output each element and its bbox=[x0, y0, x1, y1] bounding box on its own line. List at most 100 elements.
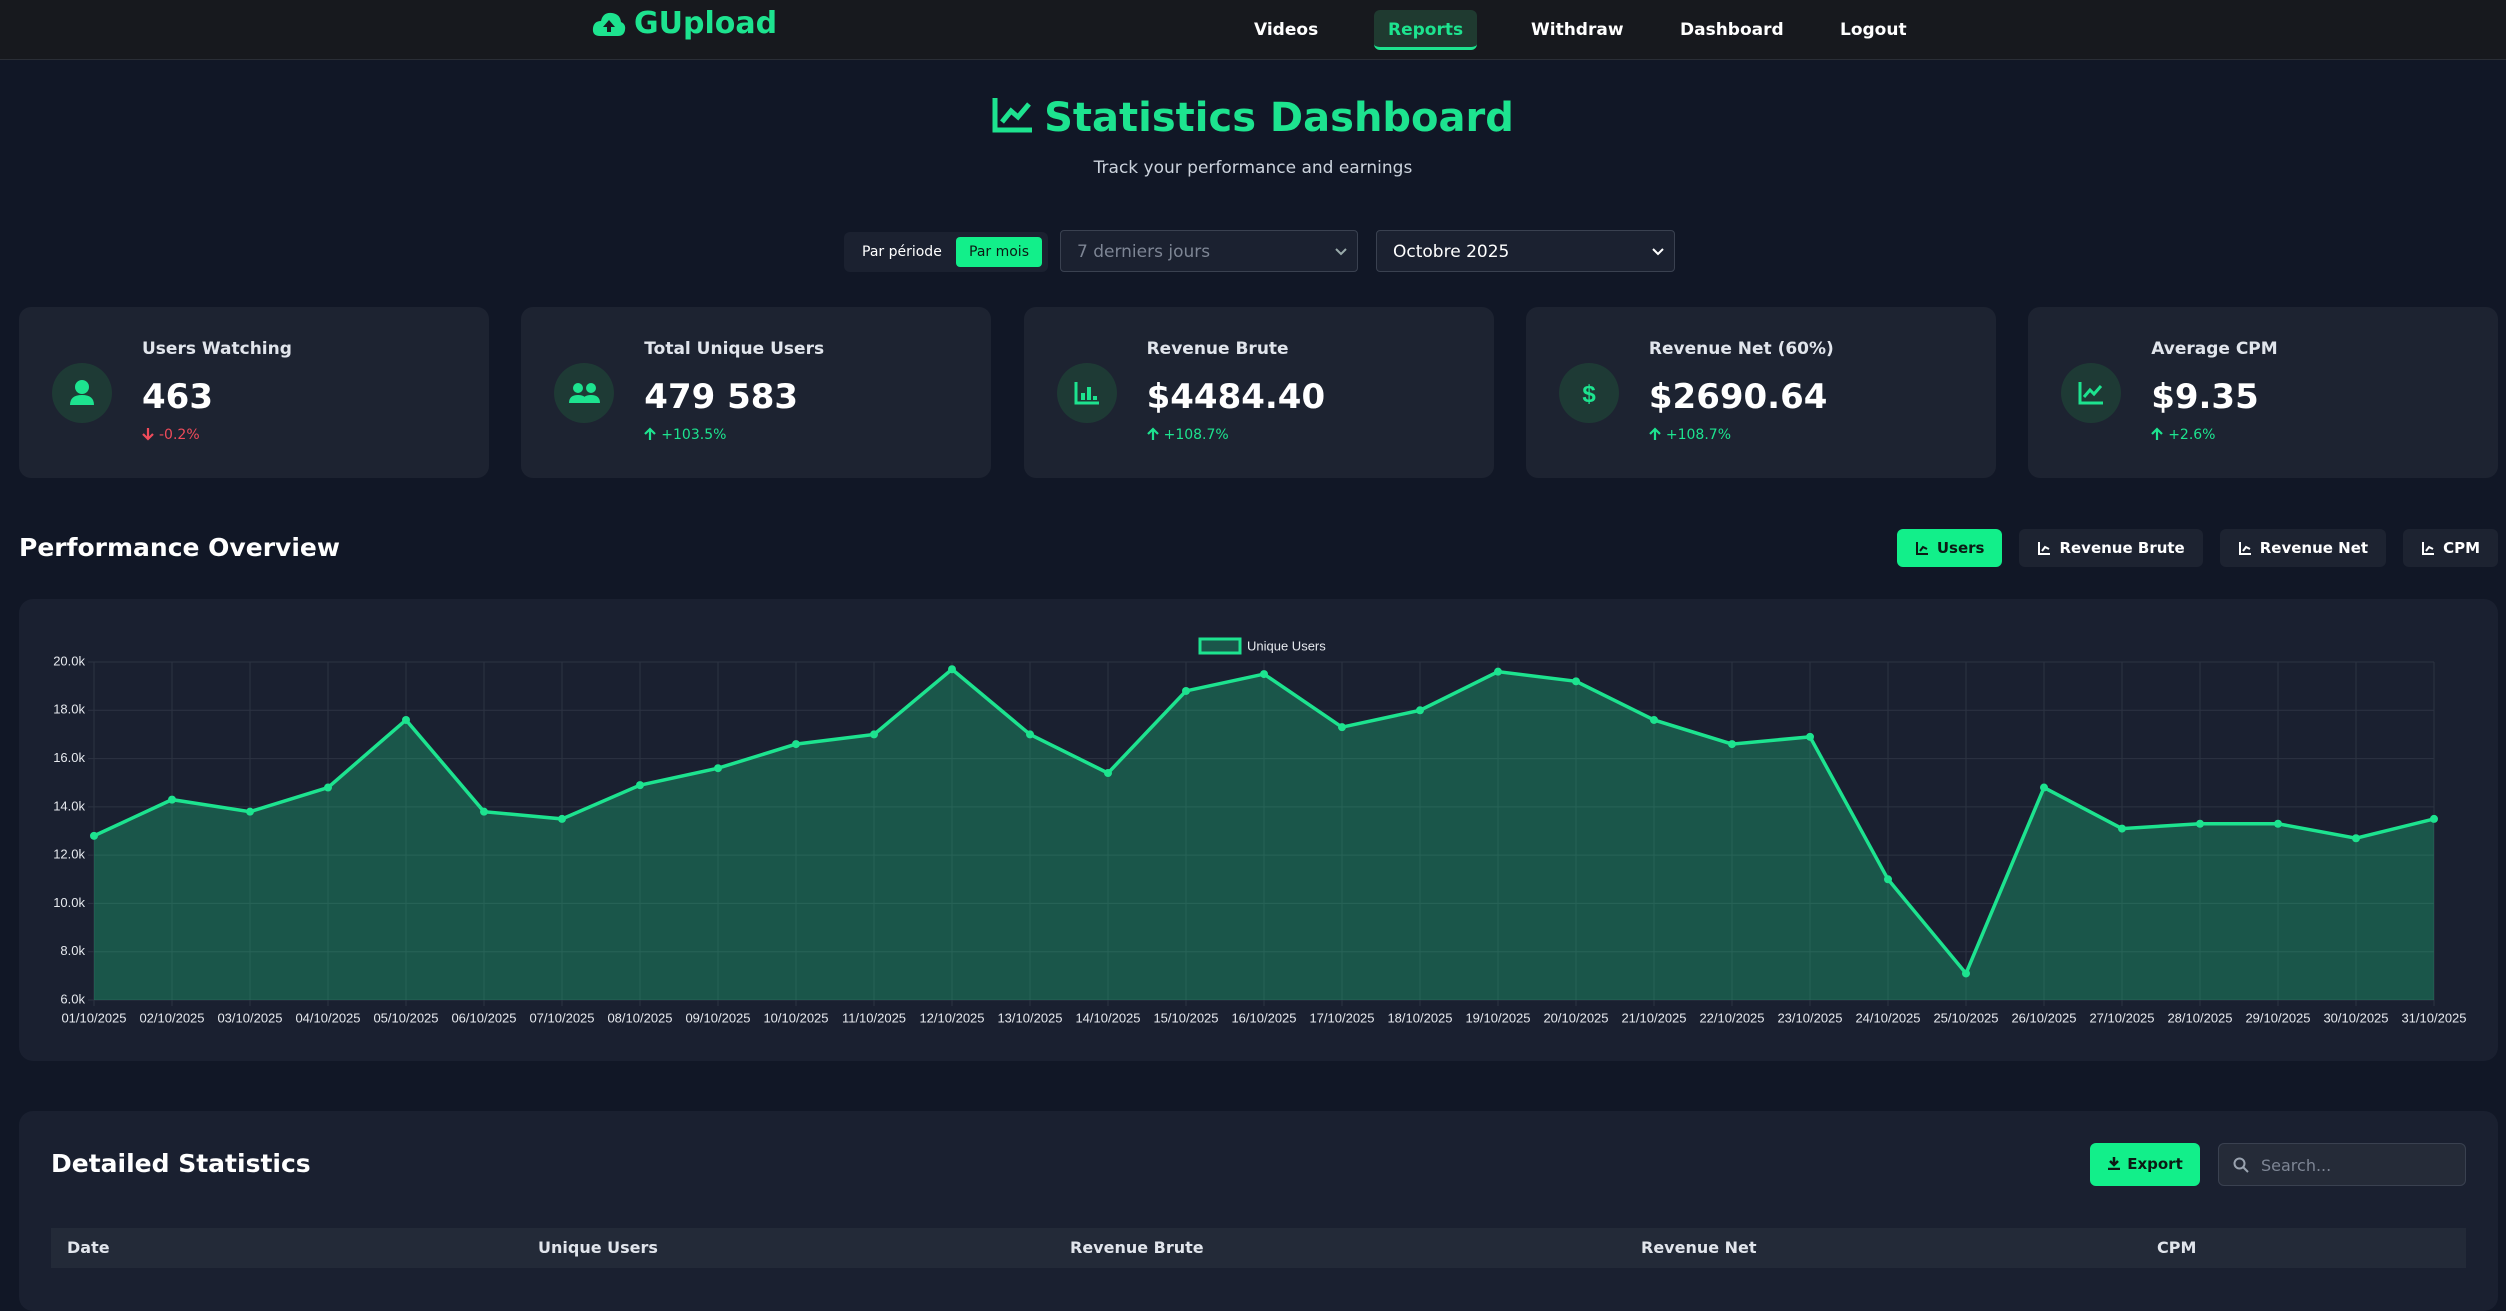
x-tick-label: 11/10/2025 bbox=[842, 1010, 906, 1025]
x-tick-label: 23/10/2025 bbox=[1777, 1010, 1842, 1025]
nav-link[interactable]: Logout bbox=[1840, 20, 1907, 40]
card-value: 463 bbox=[142, 377, 213, 417]
x-tick-label: 29/10/2025 bbox=[2245, 1010, 2310, 1025]
point bbox=[480, 807, 488, 816]
point bbox=[2274, 819, 2282, 828]
search-icon bbox=[2233, 1157, 2249, 1173]
card-label: Revenue Net (60%) bbox=[1648, 339, 1834, 359]
title-icon bbox=[992, 98, 1033, 133]
point bbox=[870, 730, 878, 739]
nav-link[interactable]: Withdraw bbox=[1531, 20, 1624, 40]
tab-text: Users bbox=[1936, 539, 1985, 557]
search-placeholder: Search... bbox=[2261, 1156, 2332, 1175]
nav-link[interactable]: Videos bbox=[1254, 20, 1319, 40]
point bbox=[1494, 667, 1502, 676]
x-tick-label: 12/10/2025 bbox=[919, 1010, 984, 1025]
card-value: $9.35 bbox=[2151, 377, 2259, 417]
x-tick-label: 10/10/2025 bbox=[763, 1010, 828, 1025]
select-text: Octobre 2025 bbox=[1393, 242, 1510, 262]
tab-icon bbox=[2038, 542, 2051, 555]
card-change: +103.5% bbox=[644, 427, 726, 443]
point bbox=[2196, 819, 2204, 828]
point bbox=[2118, 824, 2126, 833]
point bbox=[324, 783, 332, 792]
section-title: Detailed Statistics bbox=[51, 1149, 311, 1178]
point bbox=[1650, 715, 1658, 724]
svg-text:$: $ bbox=[1582, 381, 1596, 408]
y-tick-label: 10.0k bbox=[53, 895, 85, 910]
column-header: Revenue Net bbox=[1641, 1238, 1757, 1257]
point bbox=[1338, 723, 1346, 732]
x-tick-label: 30/10/2025 bbox=[2323, 1010, 2388, 1025]
metric-tab[interactable]: Users bbox=[1896, 529, 2003, 567]
nav-link[interactable]: Dashboard bbox=[1680, 20, 1784, 40]
trend-arrow bbox=[142, 428, 154, 441]
column-header: Unique Users bbox=[538, 1238, 658, 1257]
x-tick-label: 01/10/2025 bbox=[61, 1010, 126, 1025]
export-button[interactable]: Export bbox=[2090, 1143, 2200, 1186]
x-tick-label: 13/10/2025 bbox=[997, 1010, 1062, 1025]
mode-toggle: Par période Par mois bbox=[844, 232, 1048, 272]
range-select[interactable]: 7 derniers jours bbox=[1060, 230, 1358, 272]
point bbox=[402, 715, 410, 724]
x-tick-label: 05/10/2025 bbox=[373, 1010, 438, 1025]
tab-text: Revenue Net bbox=[2259, 539, 2369, 557]
icon-glyph: $ bbox=[1582, 381, 1596, 408]
details-panel bbox=[19, 1111, 2498, 1311]
card-change: +2.6% bbox=[2151, 427, 2216, 443]
nav-link[interactable]: Reports bbox=[1374, 10, 1478, 50]
y-tick-label: 16.0k bbox=[53, 750, 85, 765]
card-change: +108.7% bbox=[1146, 427, 1229, 443]
card-change: +108.7% bbox=[1649, 427, 1731, 443]
metric-tab[interactable]: Revenue Brute bbox=[2019, 529, 2203, 567]
card-label: Revenue Brute bbox=[1146, 339, 1289, 359]
x-tick-label: 19/10/2025 bbox=[1465, 1010, 1530, 1025]
x-tick-label: 27/10/2025 bbox=[2089, 1010, 2154, 1025]
mode-button[interactable]: Par mois bbox=[956, 237, 1042, 267]
page-title: Statistics Dashboard bbox=[0, 95, 2506, 141]
card-value: $4484.40 bbox=[1146, 377, 1326, 417]
trend-arrow bbox=[2151, 427, 2163, 440]
month-select[interactable]: Octobre 2025 bbox=[1376, 230, 1675, 272]
column-header: Revenue Brute bbox=[1070, 1238, 1204, 1257]
point bbox=[1572, 677, 1580, 686]
brand[interactable]: GUpload bbox=[592, 6, 777, 41]
logo-icon bbox=[592, 12, 626, 36]
mode-button[interactable]: Par période bbox=[862, 244, 942, 260]
point bbox=[714, 764, 722, 773]
y-tick-label: 14.0k bbox=[53, 798, 85, 813]
point bbox=[1104, 769, 1112, 778]
point bbox=[1026, 730, 1034, 739]
page: GUpload Videos Reports Withdraw Dashboard Lo… bbox=[0, 6, 2506, 1257]
x-tick-label: 22/10/2025 bbox=[1699, 1010, 1764, 1025]
point bbox=[558, 814, 566, 823]
export-text: Export bbox=[2127, 1155, 2183, 1173]
change-text: +2.6% bbox=[2168, 427, 2216, 443]
x-tick-label: 06/10/2025 bbox=[451, 1010, 516, 1025]
title-text: Statistics Dashboard bbox=[1044, 95, 1514, 141]
metric-tab[interactable]: CPM bbox=[2403, 529, 2498, 567]
chevron bbox=[1652, 248, 1664, 256]
chart-panel: 01/10/2025 02/10/2025 03/10/2025 04/10/2025… bbox=[19, 599, 2498, 1061]
change-text: -0.2% bbox=[159, 427, 200, 443]
change-text: +103.5% bbox=[661, 427, 727, 443]
chart: 01/10/2025 02/10/2025 03/10/2025 04/10/2025… bbox=[53, 637, 2467, 1025]
select-text: 7 derniers jours bbox=[1077, 242, 1211, 262]
column-header: CPM bbox=[2157, 1238, 2197, 1257]
point bbox=[636, 781, 644, 790]
card-icon bbox=[554, 363, 615, 423]
point bbox=[1728, 740, 1736, 749]
search-input[interactable]: Search... bbox=[2218, 1143, 2466, 1186]
y-tick-label: 6.0k bbox=[60, 991, 85, 1006]
card-icon bbox=[1056, 363, 1117, 423]
card-change: -0.2% bbox=[142, 427, 200, 443]
stat-card: Users Watching 463 -0.2% bbox=[19, 307, 489, 478]
y-tick-label: 20.0k bbox=[53, 653, 85, 668]
metric-tabs: Users Revenue Brute Revenue Net CPM bbox=[1896, 529, 2498, 567]
table-header: Date Unique Users Revenue Brute Revenue Net… bbox=[51, 1228, 2466, 1268]
x-tick-label: 02/10/2025 bbox=[139, 1010, 204, 1025]
metric-tab[interactable]: Revenue Net bbox=[2219, 529, 2387, 567]
point bbox=[1806, 732, 1814, 741]
icon-glyph bbox=[1074, 382, 1099, 405]
y-tick-label: 18.0k bbox=[53, 702, 85, 717]
